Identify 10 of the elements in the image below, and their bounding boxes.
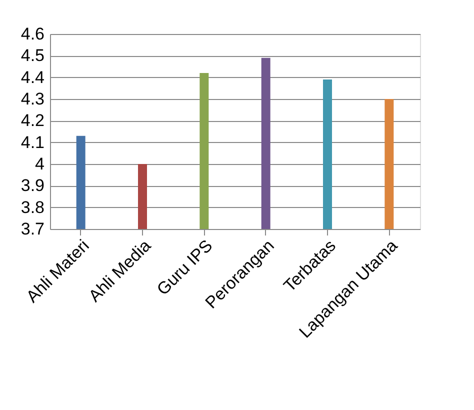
y-tick-label: 4.4 — [20, 68, 44, 87]
y-tick-label: 4.1 — [20, 132, 44, 152]
y-tick-label: 4 — [35, 154, 44, 174]
y-tick-label: 3.9 — [20, 176, 44, 196]
y-tick-label: 3.7 — [20, 220, 44, 238]
y-tick-label: 4.6 — [20, 24, 44, 44]
y-tick-label: 4.3 — [20, 90, 44, 108]
y-tick-label: 4.2 — [20, 111, 44, 130]
y-tick-label: 3.8 — [20, 198, 44, 217]
y-tick-label: 4.5 — [20, 46, 44, 66]
